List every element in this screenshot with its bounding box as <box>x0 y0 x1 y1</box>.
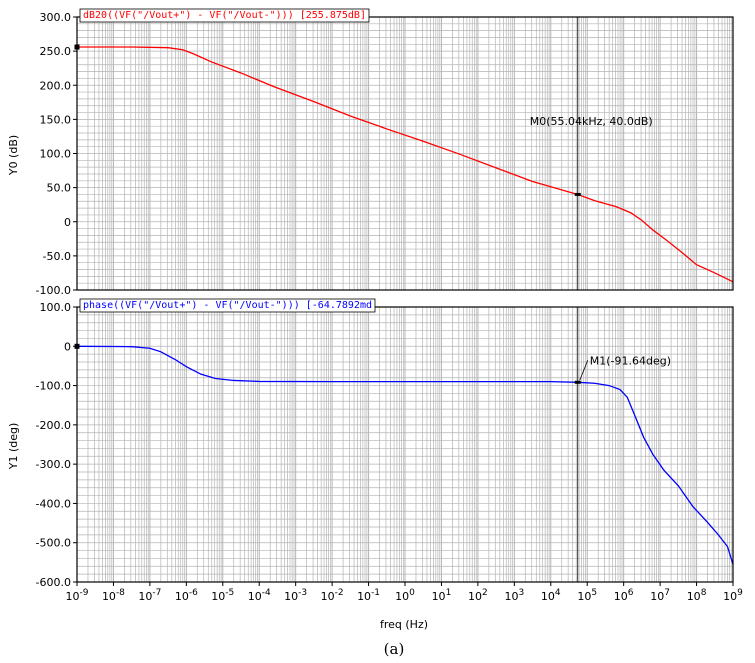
x-tick-label: 10-1 <box>357 588 380 603</box>
trace-title: dB20((VF("/Vout+") - VF("/Vout-"))) [255… <box>83 10 366 21</box>
x-tick-label: 106 <box>614 588 634 603</box>
y-tick-label: 0 <box>64 340 71 353</box>
y-tick-label: -100.0 <box>36 284 71 297</box>
y-tick-label: 150.0 <box>40 113 72 126</box>
x-axis-label: freq (Hz) <box>380 618 428 631</box>
x-tick-label: 10-7 <box>138 588 161 603</box>
y-tick-label: -200.0 <box>36 419 71 432</box>
y-tick-label: -300.0 <box>36 458 71 471</box>
x-tick-label: 107 <box>650 588 670 603</box>
x-tick-label: 104 <box>541 588 561 603</box>
marker-leader <box>579 360 589 381</box>
y-tick-label: -400.0 <box>36 497 71 510</box>
y1-axis-label: Y1 (deg) <box>7 423 20 471</box>
x-tick-label: 10-6 <box>175 588 198 603</box>
y-tick-label: -50.0 <box>43 250 71 263</box>
x-tick-label: 10-2 <box>321 588 344 603</box>
magnitude-curve <box>77 46 734 283</box>
x-tick-label: 10-3 <box>284 588 307 603</box>
x-tick-label: 10-9 <box>66 588 89 603</box>
x-tick-label: 10-8 <box>102 588 125 603</box>
annotations: dB20((VF("/Vout+") - VF("/Vout-"))) [255… <box>74 8 671 582</box>
marker-point <box>574 192 581 196</box>
phase-curve <box>76 345 734 565</box>
y-tick-label: 200.0 <box>40 79 72 92</box>
x-tick-label: 109 <box>723 588 743 603</box>
x-tick-label: 10-4 <box>248 588 271 603</box>
trace-start-marker <box>74 44 80 50</box>
trace-title-box <box>79 298 376 313</box>
x-tick-label: 103 <box>504 588 524 603</box>
x-tick-label: 100 <box>395 588 415 603</box>
y-tick-label: 0 <box>64 216 71 229</box>
x-tick-label: 102 <box>468 588 488 603</box>
marker-point <box>574 380 581 384</box>
x-tick-label: 101 <box>432 588 452 603</box>
trace-title: phase((VF("/Vout+") - VF("/Vout-"))) [-6… <box>83 300 372 311</box>
figure-caption: (a) <box>384 640 405 658</box>
y-tick-label: 300.0 <box>40 11 72 24</box>
y-tick-label: 100.0 <box>40 148 72 161</box>
y-tick-label: -100.0 <box>36 380 71 393</box>
trace-title-box <box>79 8 370 23</box>
y0-axis-label: Y0 (dB) <box>7 135 20 176</box>
y-tick-label: -500.0 <box>36 537 71 550</box>
marker-label: M1(-91.64deg) <box>590 354 671 367</box>
y-tick-label: 100.0 <box>40 301 72 314</box>
tick-labels: 300.0 250.0 200.0 150.0 100.0 50.0 0 -50.0 -100.… <box>36 11 744 603</box>
x-tick-label: 105 <box>577 588 597 603</box>
marker-label: M0(55.04kHz, 40.0dB) <box>530 115 653 128</box>
x-tick-label: 10-5 <box>211 588 234 603</box>
trace-start-marker <box>74 343 80 349</box>
y-tick-label: 50.0 <box>47 182 72 195</box>
curves <box>76 46 734 565</box>
magnitude-grid <box>76 16 733 291</box>
y-tick-label: -600.0 <box>36 576 71 589</box>
phase-grid <box>76 306 733 583</box>
x-tick-label: 108 <box>687 588 707 603</box>
y-tick-label: 250.0 <box>40 45 72 58</box>
